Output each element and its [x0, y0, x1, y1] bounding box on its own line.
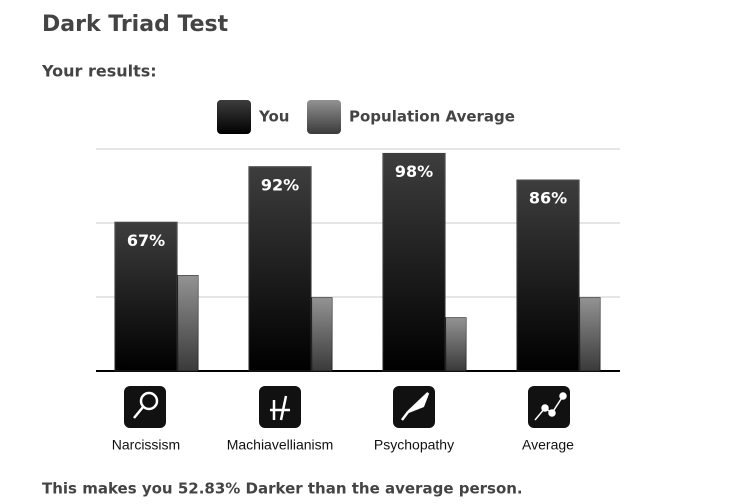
x-tick-label: Average — [522, 437, 574, 453]
subtitle: Your results: — [41, 62, 157, 81]
bar-shine — [580, 297, 600, 371]
x-tick-label: Narcissism — [112, 437, 180, 453]
value-label: 98% — [395, 162, 433, 181]
x-tick-label: Machiavellianism — [227, 437, 334, 453]
x-tick-label: Psychopathy — [374, 437, 454, 453]
bar-shine — [517, 180, 579, 371]
bar-shine — [249, 166, 311, 371]
bar-shine — [312, 297, 332, 371]
value-label: 92% — [261, 175, 299, 194]
bar-shine — [446, 317, 466, 371]
legend-swatch-shine — [307, 100, 341, 134]
legend-swatch-shine — [217, 100, 251, 134]
bar-shine — [115, 222, 177, 371]
footer: This makes you 52.83% Darker than the av… — [42, 480, 523, 498]
bar-shine — [383, 153, 445, 371]
legend-label: Population Average — [349, 108, 515, 126]
value-label: 86% — [529, 189, 567, 208]
value-label: 67% — [127, 231, 165, 250]
bar-shine — [178, 275, 198, 371]
page-title: Dark Triad Test — [42, 12, 229, 37]
legend-label: You — [258, 108, 289, 126]
icons — [124, 386, 570, 428]
